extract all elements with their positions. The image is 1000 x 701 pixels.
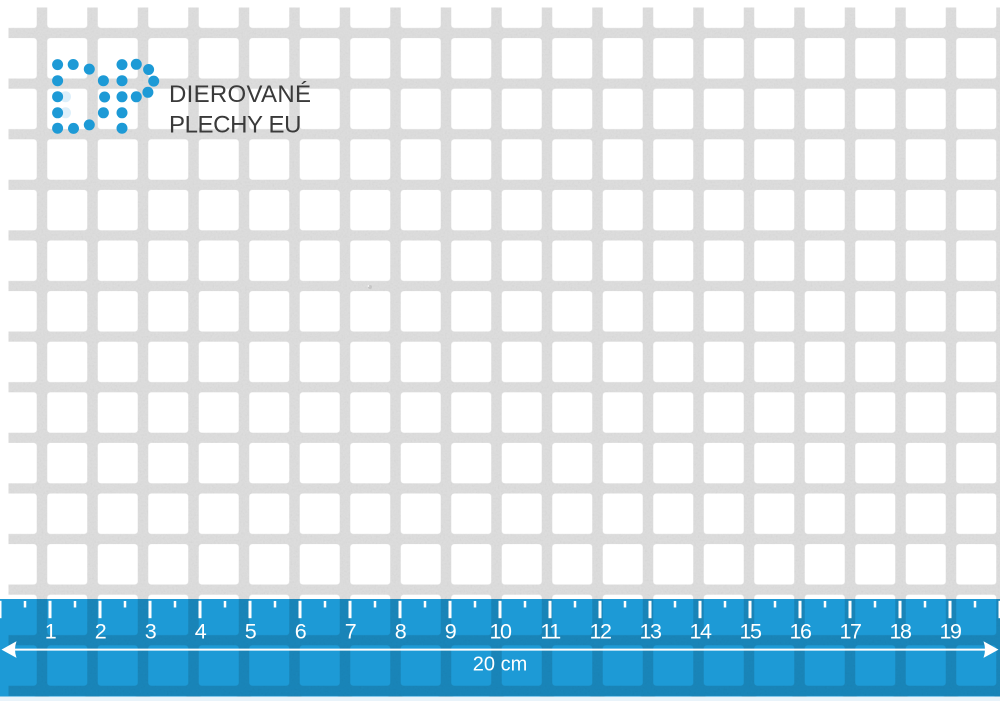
- svg-text:12: 12: [590, 620, 611, 644]
- svg-text:20 cm: 20 cm: [473, 654, 527, 676]
- svg-text:16: 16: [790, 620, 812, 644]
- svg-text:15: 15: [740, 620, 762, 644]
- svg-text:2: 2: [95, 620, 106, 644]
- svg-text:9: 9: [445, 620, 456, 644]
- svg-text:DIEROVANÉ: DIEROVANÉ: [169, 81, 311, 108]
- svg-text:19: 19: [940, 620, 961, 644]
- svg-text:13: 13: [640, 620, 662, 644]
- svg-text:10: 10: [490, 620, 512, 644]
- svg-text:3: 3: [145, 620, 157, 644]
- svg-text:6: 6: [295, 620, 307, 644]
- svg-text:8: 8: [395, 620, 407, 644]
- svg-text:14: 14: [690, 620, 712, 644]
- svg-text:PLECHY EU: PLECHY EU: [169, 112, 301, 139]
- svg-text:4: 4: [195, 620, 207, 644]
- svg-text:5: 5: [245, 620, 257, 644]
- svg-text:11: 11: [540, 620, 560, 644]
- svg-text:18: 18: [890, 620, 912, 644]
- svg-text:7: 7: [345, 620, 356, 644]
- svg-text:1: 1: [45, 620, 56, 644]
- svg-text:17: 17: [840, 620, 861, 644]
